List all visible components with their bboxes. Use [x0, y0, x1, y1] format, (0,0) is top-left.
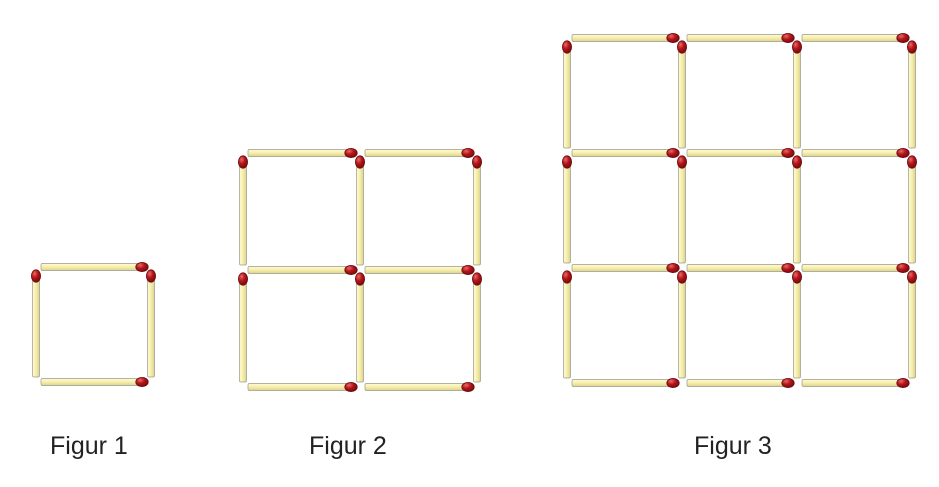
figure-3-matchsticks	[562, 33, 918, 388]
match-head	[666, 147, 680, 158]
match-head	[896, 377, 910, 388]
vertical-matchstick	[563, 157, 571, 264]
match-head	[666, 33, 680, 44]
match-head	[344, 264, 358, 275]
horizontal-matchstick	[247, 149, 356, 157]
match-head	[461, 381, 475, 392]
figure-2-caption: Figur 2	[309, 432, 387, 460]
vertical-matchstick	[147, 271, 155, 378]
vertical-matchstick	[793, 157, 801, 264]
match-head	[792, 40, 803, 54]
vertical-matchstick	[678, 157, 686, 264]
horizontal-matchstick	[364, 149, 473, 157]
match-head	[354, 272, 365, 286]
vertical-matchstick	[356, 157, 364, 266]
horizontal-matchstick	[40, 263, 147, 271]
horizontal-matchstick	[571, 149, 678, 157]
match-head	[666, 377, 680, 388]
match-head	[30, 269, 41, 283]
vertical-matchstick	[908, 42, 916, 149]
figure-1-caption: Figur 1	[50, 432, 128, 460]
match-head	[666, 262, 680, 273]
horizontal-matchstick	[571, 34, 678, 42]
vertical-matchstick	[793, 272, 801, 379]
match-head	[896, 33, 910, 44]
match-head	[781, 262, 795, 273]
match-head	[562, 40, 573, 54]
horizontal-matchstick	[364, 383, 473, 391]
match-head	[677, 270, 688, 284]
match-head	[792, 270, 803, 284]
horizontal-matchstick	[801, 379, 908, 387]
horizontal-matchstick	[686, 149, 793, 157]
horizontal-matchstick	[571, 264, 678, 272]
vertical-matchstick	[908, 157, 916, 264]
match-head	[471, 272, 482, 286]
horizontal-matchstick	[364, 266, 473, 274]
vertical-matchstick	[356, 274, 364, 383]
match-head	[145, 269, 156, 283]
vertical-matchstick	[32, 271, 40, 378]
vertical-matchstick	[473, 157, 481, 266]
match-head	[896, 147, 910, 158]
match-head	[781, 147, 795, 158]
match-head	[562, 270, 573, 284]
horizontal-matchstick	[801, 34, 908, 42]
match-head	[907, 40, 918, 54]
match-head	[677, 40, 688, 54]
figure-1-matchsticks	[30, 261, 156, 387]
vertical-matchstick	[678, 272, 686, 379]
vertical-matchstick	[793, 42, 801, 149]
horizontal-matchstick	[801, 149, 908, 157]
match-head	[354, 155, 365, 169]
vertical-matchstick	[473, 274, 481, 383]
match-head	[907, 155, 918, 169]
match-head	[896, 262, 910, 273]
vertical-matchstick	[563, 42, 571, 149]
horizontal-matchstick	[801, 264, 908, 272]
vertical-matchstick	[908, 272, 916, 379]
vertical-matchstick	[239, 274, 247, 383]
match-head	[135, 376, 149, 387]
match-head	[135, 261, 149, 272]
match-head	[237, 155, 248, 169]
match-head	[344, 147, 358, 158]
match-head	[471, 155, 482, 169]
vertical-matchstick	[239, 157, 247, 266]
horizontal-matchstick	[686, 379, 793, 387]
horizontal-matchstick	[686, 264, 793, 272]
match-head	[792, 155, 803, 169]
figure-2-matchsticks	[237, 147, 482, 392]
vertical-matchstick	[678, 42, 686, 149]
match-head	[562, 155, 573, 169]
match-head	[237, 272, 248, 286]
horizontal-matchstick	[247, 266, 356, 274]
match-head	[907, 270, 918, 284]
match-head	[461, 264, 475, 275]
horizontal-matchstick	[571, 379, 678, 387]
horizontal-matchstick	[686, 34, 793, 42]
horizontal-matchstick	[247, 383, 356, 391]
figure-3-caption: Figur 3	[694, 432, 772, 460]
match-head	[344, 381, 358, 392]
match-head	[461, 147, 475, 158]
match-head	[677, 155, 688, 169]
horizontal-matchstick	[40, 378, 147, 386]
match-head	[781, 33, 795, 44]
match-head	[781, 377, 795, 388]
vertical-matchstick	[563, 272, 571, 379]
